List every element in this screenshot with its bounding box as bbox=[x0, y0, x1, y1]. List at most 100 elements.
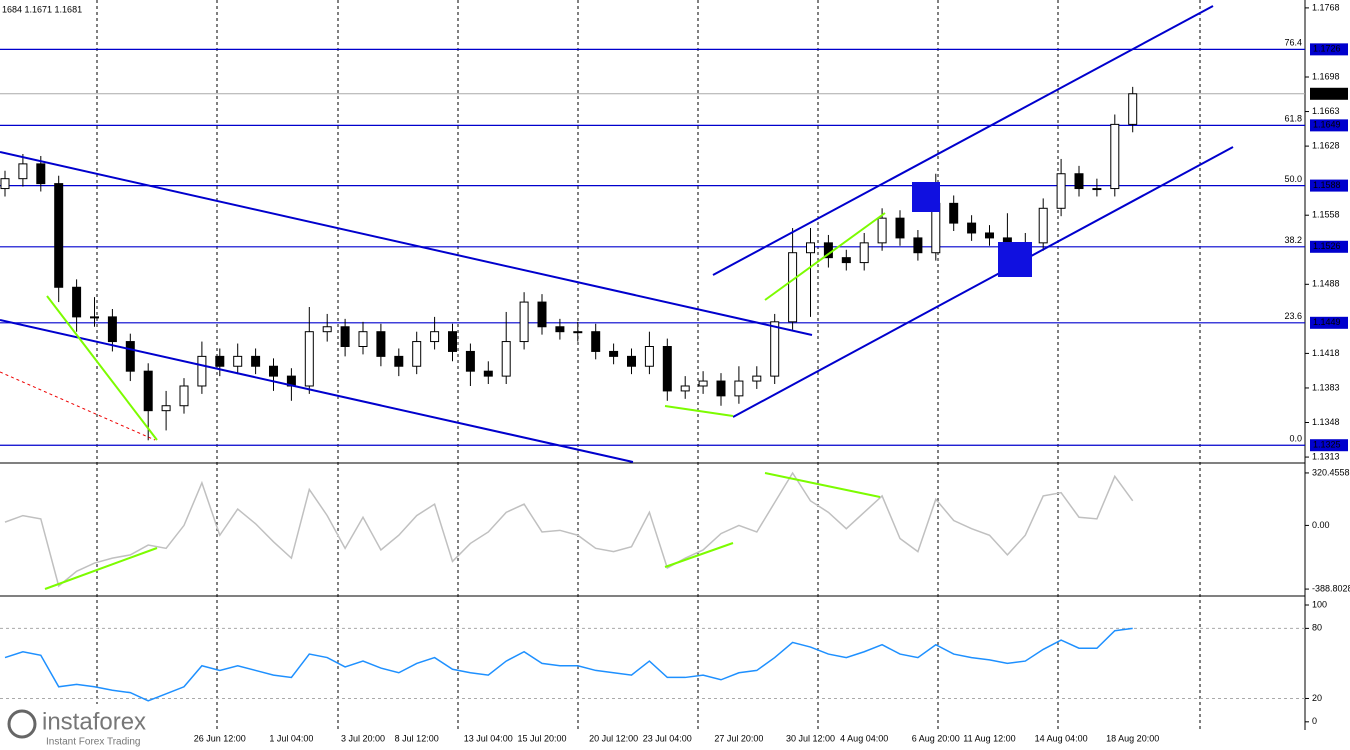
candle-body bbox=[1092, 188, 1102, 191]
logo-bg bbox=[0, 704, 180, 750]
x-tick-label: 4 Aug 04:00 bbox=[840, 733, 888, 743]
candle-body bbox=[179, 385, 189, 407]
candle-body bbox=[806, 242, 815, 254]
candle-body bbox=[573, 331, 583, 334]
candle-body bbox=[770, 321, 780, 377]
candle-body bbox=[949, 202, 959, 224]
y-tick-label: 1.1558 bbox=[1312, 210, 1340, 220]
candle-body bbox=[967, 222, 977, 234]
candle-body bbox=[877, 217, 887, 244]
candle-body bbox=[483, 370, 493, 377]
divergence-line bbox=[764, 472, 881, 498]
fib-level-name: 23.6 bbox=[1284, 311, 1302, 321]
fib-level-name: 76.4 bbox=[1284, 38, 1302, 48]
candle-body bbox=[161, 405, 171, 412]
candle-body bbox=[1038, 207, 1048, 244]
y-tick-label: 1.1488 bbox=[1312, 279, 1340, 289]
indicator-line bbox=[4, 471, 1134, 588]
y-tick-label: 1.1628 bbox=[1312, 140, 1340, 150]
trend-line bbox=[0, 151, 813, 336]
logo: instaforex Instant Forex Trading bbox=[0, 704, 180, 750]
candle-body bbox=[752, 375, 762, 382]
y-tick-label: 1.1663 bbox=[1312, 106, 1340, 116]
candle-body bbox=[1110, 123, 1120, 190]
candle-body bbox=[788, 252, 798, 323]
dashed-trend bbox=[0, 371, 156, 441]
candle-body bbox=[197, 355, 207, 387]
y-tick-label: 80 bbox=[1312, 623, 1322, 633]
x-tick-label: 3 Jul 20:00 bbox=[341, 733, 385, 743]
price-box-label: 1.1325 bbox=[1313, 440, 1341, 450]
candle-body bbox=[591, 331, 601, 352]
candle-body bbox=[72, 286, 82, 318]
x-tick-label: 18 Aug 20:00 bbox=[1106, 733, 1159, 743]
divergence-line bbox=[764, 212, 886, 301]
y-tick-label: -388.8028 bbox=[1312, 583, 1350, 593]
y-tick-label: 100 bbox=[1312, 599, 1327, 609]
x-tick-label: 20 Jul 12:00 bbox=[589, 733, 638, 743]
candle-body bbox=[859, 242, 869, 264]
grid-verticals bbox=[96, 0, 1201, 730]
x-tick-label: 15 Jul 20:00 bbox=[517, 733, 566, 743]
candle-body bbox=[519, 301, 529, 343]
trend-line bbox=[732, 146, 1234, 418]
price-box bbox=[1310, 439, 1348, 452]
fib-level-name: 0.0 bbox=[1289, 434, 1302, 444]
logo-icon bbox=[7, 709, 37, 739]
price-box-label: 1.1449 bbox=[1313, 317, 1341, 327]
price-box-label: 1.1726 bbox=[1313, 44, 1341, 54]
price-box-label: 1.1588 bbox=[1313, 180, 1341, 190]
candle-body bbox=[537, 301, 547, 328]
y-tick-label: 1.1348 bbox=[1312, 417, 1340, 427]
candle-body bbox=[0, 178, 10, 190]
candle-body bbox=[644, 346, 654, 367]
candle-body bbox=[430, 331, 440, 343]
x-tick-label: 23 Jul 04:00 bbox=[643, 733, 692, 743]
y-tick-label: 1.1418 bbox=[1312, 348, 1340, 358]
divergence-line bbox=[46, 295, 158, 441]
candle-body bbox=[662, 346, 672, 392]
candle-body bbox=[269, 365, 278, 377]
brand-name: instaforex bbox=[42, 708, 146, 735]
indicator-line bbox=[4, 627, 1133, 702]
y-tick-label: 1.1313 bbox=[1312, 451, 1340, 461]
candle-body bbox=[895, 217, 905, 239]
x-tick-label: 11 Aug 12:00 bbox=[963, 733, 1015, 743]
candle-body bbox=[716, 380, 726, 397]
candle-body bbox=[54, 183, 64, 288]
candle-body bbox=[501, 341, 511, 377]
x-tick-label: 6 Aug 20:00 bbox=[912, 733, 960, 743]
x-tick-label: 14 Aug 04:00 bbox=[1035, 733, 1088, 743]
price-box bbox=[1310, 43, 1348, 56]
y-tick-label: 0 bbox=[1312, 716, 1317, 726]
price-box bbox=[1310, 179, 1348, 192]
candle-body bbox=[215, 355, 225, 367]
price-box bbox=[1310, 240, 1348, 253]
y-tick-label: 1.1768 bbox=[1312, 2, 1340, 12]
candle-body bbox=[107, 316, 117, 343]
x-tick-label: 13 Jul 04:00 bbox=[464, 733, 513, 743]
x-tick-label: 26 Jun 12:00 bbox=[194, 733, 246, 743]
candle-body bbox=[555, 326, 565, 333]
divergence-line bbox=[44, 547, 158, 590]
candle-body bbox=[627, 355, 636, 367]
price-box bbox=[1310, 316, 1348, 329]
candle-body bbox=[90, 316, 99, 319]
candle-body bbox=[1074, 173, 1084, 190]
candle-body bbox=[125, 341, 135, 372]
y-tick-label: 1.1383 bbox=[1312, 382, 1340, 392]
trend-line bbox=[0, 319, 634, 463]
candle-body bbox=[985, 232, 994, 239]
divergence-line bbox=[664, 405, 734, 417]
drawings bbox=[0, 5, 1234, 590]
y-tick-label: 20 bbox=[1312, 693, 1322, 703]
brand-tagline: Instant Forex Trading bbox=[46, 737, 141, 748]
candle-body bbox=[18, 163, 28, 180]
signal-box bbox=[998, 242, 1032, 277]
candle-body bbox=[1128, 93, 1138, 125]
candle-body bbox=[465, 350, 475, 372]
candle-body bbox=[841, 257, 851, 264]
y-tick-label: 0.00 bbox=[1312, 520, 1330, 530]
